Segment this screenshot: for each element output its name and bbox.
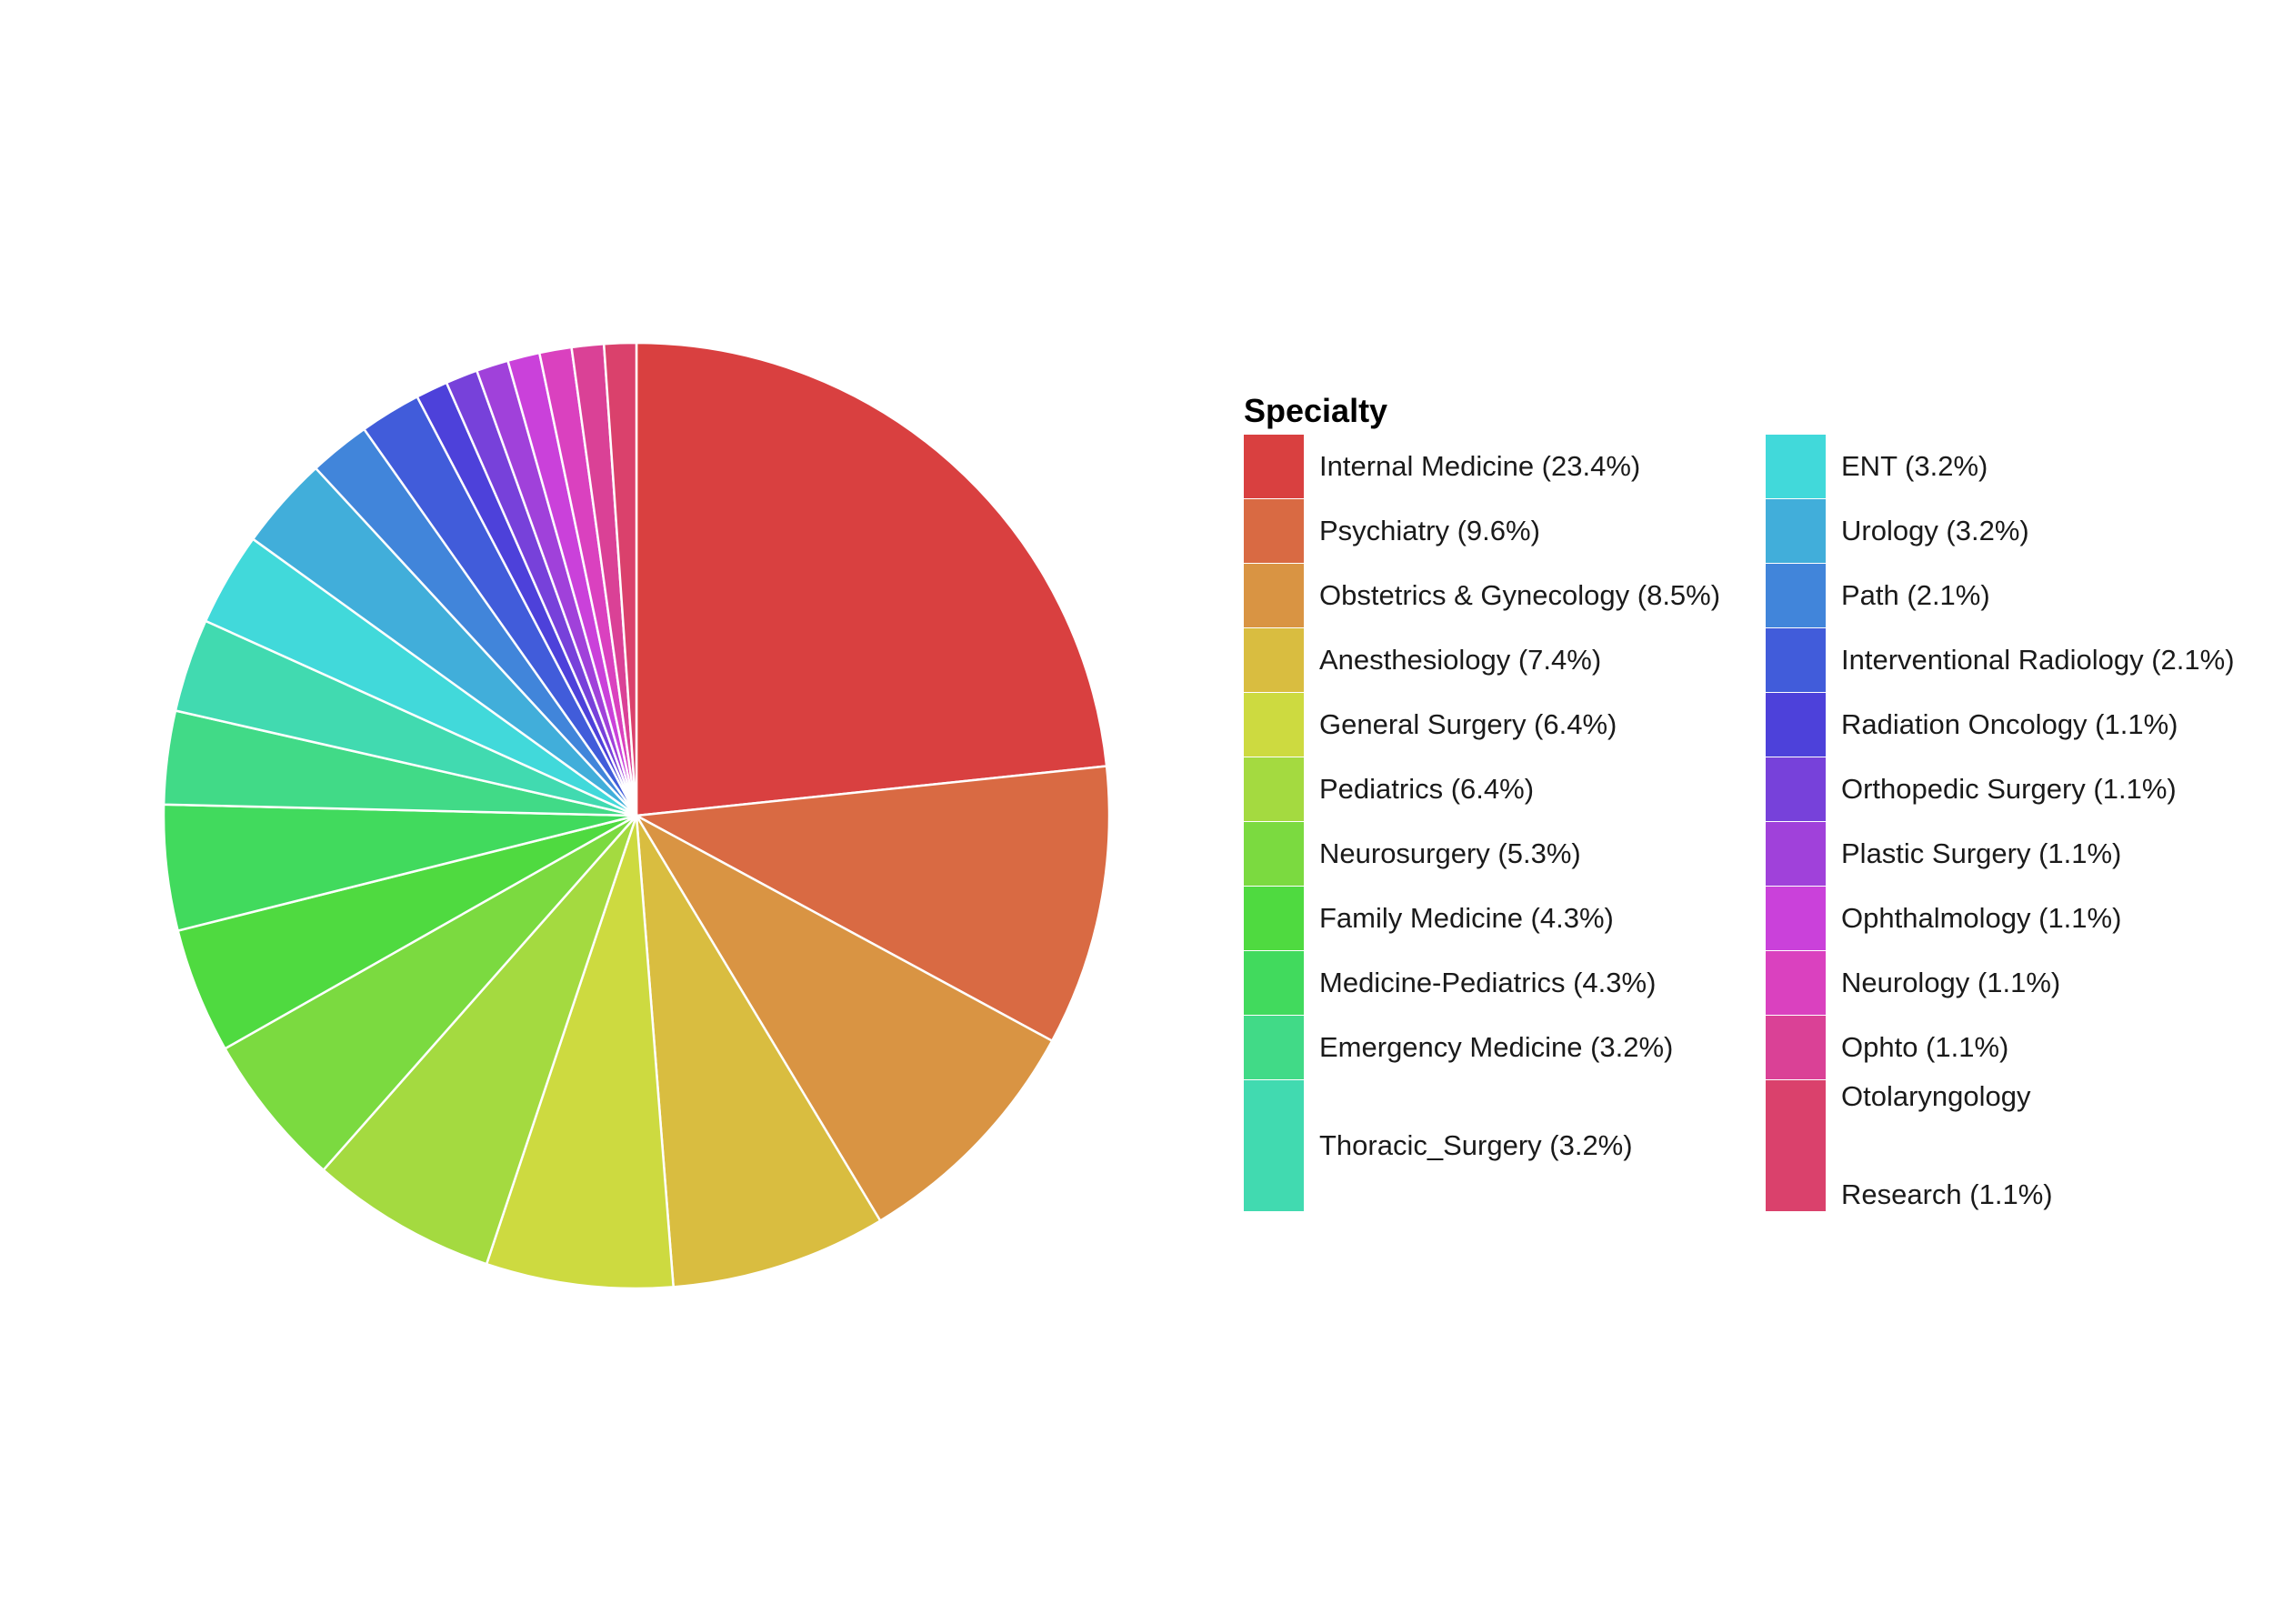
legend-swatch [1244, 693, 1304, 757]
legend-item-obstetrics-gynecology: Obstetrics & Gynecology (8.5%) [1244, 564, 1753, 627]
legend-label: Radiation Oncology (1.1%) [1841, 708, 2178, 740]
legend-label: Anesthesiology (7.4%) [1319, 644, 1602, 676]
legend-swatch [1766, 628, 1826, 692]
legend-item-family-medicine: Family Medicine (4.3%) [1244, 887, 1753, 950]
legend-swatch [1766, 693, 1826, 757]
legend-swatch [1244, 822, 1304, 886]
legend-item-urology: Urology (3.2%) [1766, 499, 2273, 563]
legend-label: Internal Medicine (23.4%) [1319, 450, 1641, 482]
legend-label: Emergency Medicine (3.2%) [1319, 1031, 1674, 1063]
legend-label: Ophto (1.1%) [1841, 1031, 2009, 1063]
legend-item-internal-medicine: Internal Medicine (23.4%) [1244, 435, 1753, 498]
legend-swatch [1766, 1016, 1826, 1079]
legend-item-ophthalmology: Ophthalmology (1.1%) [1766, 887, 2273, 950]
legend-label: Otolaryngology Research (1.1%) [1841, 1080, 2053, 1211]
legend-item-anesthesiology: Anesthesiology (7.4%) [1244, 628, 1753, 692]
pie-chart [162, 341, 1111, 1290]
legend-label-line: Research (1.1%) [1841, 1178, 2053, 1210]
legend-item-neurology: Neurology (1.1%) [1766, 951, 2273, 1015]
legend-column-right: ENT (3.2%) Urology (3.2%) Path (2.1%) Inter… [1766, 435, 2273, 1212]
legend-label: Pediatrics (6.4%) [1319, 773, 1535, 805]
legend-label: Obstetrics & Gynecology (8.5%) [1319, 579, 1721, 611]
legend-label: Neurosurgery (5.3%) [1319, 837, 1581, 869]
legend-swatch [1244, 435, 1304, 498]
legend-swatch [1766, 1080, 1826, 1211]
legend-title: Specialty [1244, 392, 1388, 429]
legend-item-radiation-oncology: Radiation Oncology (1.1%) [1766, 693, 2273, 757]
legend-swatch [1244, 628, 1304, 692]
legend-item-pediatrics: Pediatrics (6.4%) [1244, 757, 1753, 821]
legend-swatch [1244, 887, 1304, 950]
pie-slice-obstetrics-gynecology [635, 814, 1054, 1222]
legend-item-psychiatry: Psychiatry (9.6%) [1244, 499, 1753, 563]
legend-item-ent: ENT (3.2%) [1766, 435, 2273, 498]
legend-swatch [1244, 1080, 1304, 1211]
legend-item-path: Path (2.1%) [1766, 564, 2273, 627]
legend-label: Psychiatry (9.6%) [1319, 515, 1540, 546]
legend-swatch [1766, 564, 1826, 627]
legend-label: Thoracic_Surgery (3.2%) [1319, 1129, 1633, 1161]
legend-item-medicine-pediatrics: Medicine-Pediatrics (4.3%) [1244, 951, 1753, 1015]
legend-label: Medicine-Pediatrics (4.3%) [1319, 967, 1657, 998]
legend-swatch [1766, 435, 1826, 498]
legend-label: Path (2.1%) [1841, 579, 1990, 611]
legend-label: Ophthalmology (1.1%) [1841, 902, 2122, 934]
legend-swatch [1244, 757, 1304, 821]
pie-slice-otolaryngology-research [602, 341, 638, 817]
legend-label-line: Otolaryngology [1841, 1080, 2031, 1112]
legend-label: Orthopedic Surgery (1.1%) [1841, 773, 2177, 805]
legend-swatch [1244, 499, 1304, 563]
legend-swatch [1766, 757, 1826, 821]
legend: Specialty Internal Medicine (23.4%) Psych… [1244, 393, 2273, 1212]
legend-item-general-surgery: General Surgery (6.4%) [1244, 693, 1753, 757]
pie-slice-pediatrics [322, 814, 638, 1266]
legend-swatch [1244, 1016, 1304, 1079]
legend-label: Neurology (1.1%) [1841, 967, 2061, 998]
legend-item-plastic-surgery: Plastic Surgery (1.1%) [1766, 822, 2273, 886]
pie-slice-anesthesiology [635, 814, 882, 1288]
pie-slice-psychiatry [635, 765, 1111, 1042]
legend-item-emergency-medicine: Emergency Medicine (3.2%) [1244, 1016, 1753, 1079]
legend-swatch [1244, 564, 1304, 627]
legend-item-thoracic-surgery: Thoracic_Surgery (3.2%) [1244, 1080, 1753, 1211]
legend-label: Plastic Surgery (1.1%) [1841, 837, 2122, 869]
legend-item-interventional-radiology: Interventional Radiology (2.1%) [1766, 628, 2273, 692]
legend-item-ophto: Ophto (1.1%) [1766, 1016, 2273, 1079]
legend-swatch [1766, 951, 1826, 1015]
legend-swatch [1244, 951, 1304, 1015]
pie-slice-general-surgery [485, 814, 675, 1290]
pie-slice-neurosurgery [224, 814, 638, 1171]
legend-label: ENT (3.2%) [1841, 450, 1988, 482]
pie-slice-internal-medicine [635, 341, 1108, 817]
legend-item-orthopedic-surgery: Orthopedic Surgery (1.1%) [1766, 757, 2273, 821]
legend-item-neurosurgery: Neurosurgery (5.3%) [1244, 822, 1753, 886]
legend-label: Interventional Radiology (2.1%) [1841, 644, 2235, 676]
legend-label: Urology (3.2%) [1841, 515, 2029, 546]
legend-swatch [1766, 499, 1826, 563]
legend-item-otolaryngology-research: Otolaryngology Research (1.1%) [1766, 1080, 2273, 1211]
legend-swatch [1766, 887, 1826, 950]
legend-label: General Surgery (6.4%) [1319, 708, 1617, 740]
legend-label: Family Medicine (4.3%) [1319, 902, 1614, 934]
legend-column-left: Internal Medicine (23.4%) Psychiatry (9.6… [1244, 435, 1753, 1212]
legend-swatch [1766, 822, 1826, 886]
